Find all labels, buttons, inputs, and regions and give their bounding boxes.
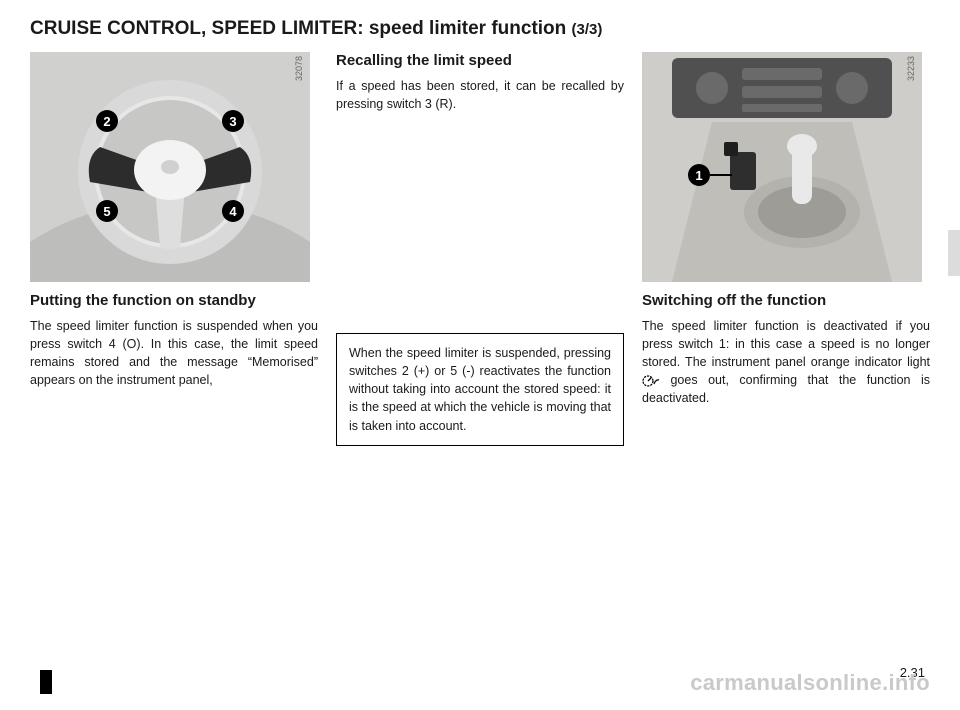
vent-bar-1 bbox=[742, 68, 822, 80]
heading-switchoff: Switching off the function bbox=[642, 292, 930, 311]
figure-steering-wheel: 32078 2 3 5 4 bbox=[30, 52, 310, 282]
title-suffix: (3/3) bbox=[572, 21, 603, 38]
leader-line-1 bbox=[710, 174, 732, 176]
figure-id-label-right: 32233 bbox=[906, 56, 916, 81]
body-switchoff: The speed limiter function is deactivate… bbox=[642, 317, 930, 408]
heading-recall: Recalling the limit speed bbox=[336, 52, 624, 71]
footer-tab-marker bbox=[40, 670, 52, 694]
button-cluster bbox=[730, 152, 756, 190]
vent-bar-3 bbox=[742, 104, 822, 112]
dial-left bbox=[696, 72, 728, 104]
body-switchoff-a: The speed limiter function is deactivate… bbox=[642, 319, 930, 369]
callout-5: 5 bbox=[96, 200, 118, 222]
callout-1: 1 bbox=[688, 164, 710, 186]
figure-id-label: 32078 bbox=[294, 56, 304, 81]
shifter-knob bbox=[787, 134, 817, 158]
body-recall: If a speed has been stored, it can be re… bbox=[336, 77, 624, 113]
figure-center-console: 32233 bbox=[642, 52, 922, 282]
column-right: 32233 bbox=[642, 52, 930, 446]
speed-limiter-icon bbox=[642, 375, 660, 387]
side-tab-marker bbox=[948, 230, 960, 276]
steering-wheel-illustration bbox=[30, 52, 310, 282]
body-standby: The speed limiter function is suspended … bbox=[30, 317, 318, 390]
callout-3: 3 bbox=[222, 110, 244, 132]
switch-1 bbox=[724, 142, 738, 156]
title-main: CRUISE CONTROL, SPEED LIMITER: speed lim… bbox=[30, 18, 566, 39]
wheel-emblem bbox=[161, 160, 179, 174]
note-box: When the speed limiter is suspended, pre… bbox=[336, 333, 624, 446]
callout-4: 4 bbox=[222, 200, 244, 222]
center-console-illustration bbox=[642, 52, 922, 282]
heading-standby: Putting the function on standby bbox=[30, 292, 318, 311]
watermark: carmanualsonline.info bbox=[690, 670, 930, 696]
column-left: 32078 2 3 5 4 bbox=[30, 52, 318, 446]
page-title: CRUISE CONTROL, SPEED LIMITER: speed lim… bbox=[30, 18, 930, 40]
dial-right bbox=[836, 72, 868, 104]
column-middle: Recalling the limit speed If a speed has… bbox=[336, 52, 624, 446]
body-switchoff-b: goes out, confirming that the function i… bbox=[642, 373, 930, 405]
body-standby-text: The speed limiter function is suspended … bbox=[30, 319, 318, 387]
callout-2: 2 bbox=[96, 110, 118, 132]
columns: 32078 2 3 5 4 bbox=[30, 52, 930, 446]
vent-bar-2 bbox=[742, 86, 822, 98]
note-text: When the speed limiter is suspended, pre… bbox=[349, 346, 611, 433]
